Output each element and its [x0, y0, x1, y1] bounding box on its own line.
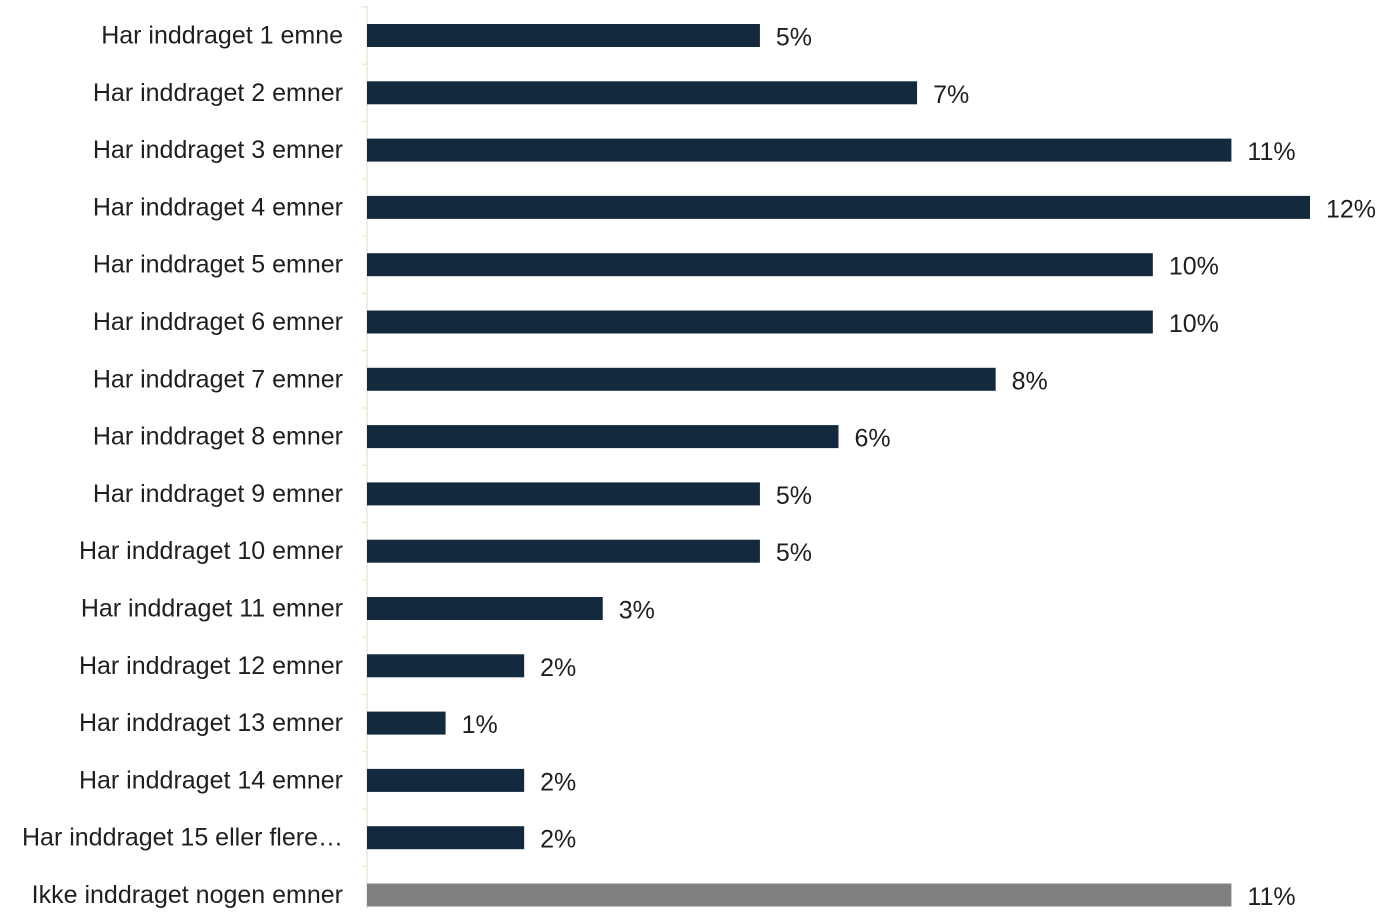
bar-11	[367, 597, 603, 620]
category-label: Har inddraget 13 emner	[79, 709, 343, 737]
bar-3	[367, 138, 1232, 162]
bar-10	[367, 539, 760, 563]
value-label: 2%	[540, 654, 576, 682]
category-label: Har inddraget 15 eller flere…	[22, 824, 343, 852]
category-label: Har inddraget 2 emner	[93, 79, 343, 107]
value-label: 1%	[462, 711, 498, 739]
category-label: Har inddraget 6 emner	[93, 308, 343, 336]
value-label: 11%	[1247, 883, 1295, 909]
value-label: 6%	[855, 425, 891, 453]
category-label: Har inddraget 14 emner	[79, 766, 343, 794]
bar-7	[367, 367, 996, 391]
bar-13	[367, 711, 446, 735]
category-label: Har inddraget 3 emner	[93, 136, 343, 164]
value-label: 10%	[1169, 310, 1219, 338]
bar-12	[367, 654, 525, 678]
bar-5	[367, 253, 1153, 277]
value-label: 11%	[1247, 138, 1295, 166]
value-label: 5%	[776, 482, 812, 510]
category-label: Har inddraget 1 emne	[101, 22, 343, 50]
value-label: 2%	[540, 768, 576, 796]
bar-15	[367, 826, 525, 850]
bar-6	[367, 310, 1153, 334]
bar-4	[367, 195, 1310, 219]
category-label: Har inddraget 7 emner	[93, 365, 343, 393]
bar-2	[367, 81, 918, 105]
value-label: 2%	[540, 826, 576, 854]
bar-14	[367, 768, 525, 792]
category-label: Har inddraget 8 emner	[93, 423, 343, 451]
bar-9	[367, 482, 760, 506]
category-label: Ikke inddraget nogen emner	[32, 881, 343, 909]
bar-8	[367, 425, 839, 449]
category-label: Har inddraget 12 emner	[79, 652, 343, 680]
category-label: Har inddraget 5 emner	[93, 251, 343, 279]
axis-layer	[362, 6, 368, 909]
value-label: 8%	[1012, 367, 1048, 395]
value-label: 10%	[1169, 253, 1219, 281]
labels-layer: Har inddraget 1 emne 5% Har inddraget 2 em…	[22, 22, 1376, 912]
value-label: 7%	[933, 81, 969, 109]
category-label: Har inddraget 4 emner	[93, 193, 343, 221]
value-label: 5%	[776, 539, 812, 567]
bar-1	[367, 24, 760, 47]
value-label: 12%	[1326, 195, 1376, 223]
category-label: Har inddraget 10 emner	[79, 537, 343, 565]
bar-16	[367, 883, 1232, 907]
value-label: 3%	[619, 597, 655, 625]
value-label: 5%	[776, 24, 812, 52]
category-label: Har inddraget 11 emner	[81, 595, 343, 623]
category-label: Har inddraget 9 emner	[93, 480, 343, 508]
bars-layer	[367, 24, 1310, 907]
